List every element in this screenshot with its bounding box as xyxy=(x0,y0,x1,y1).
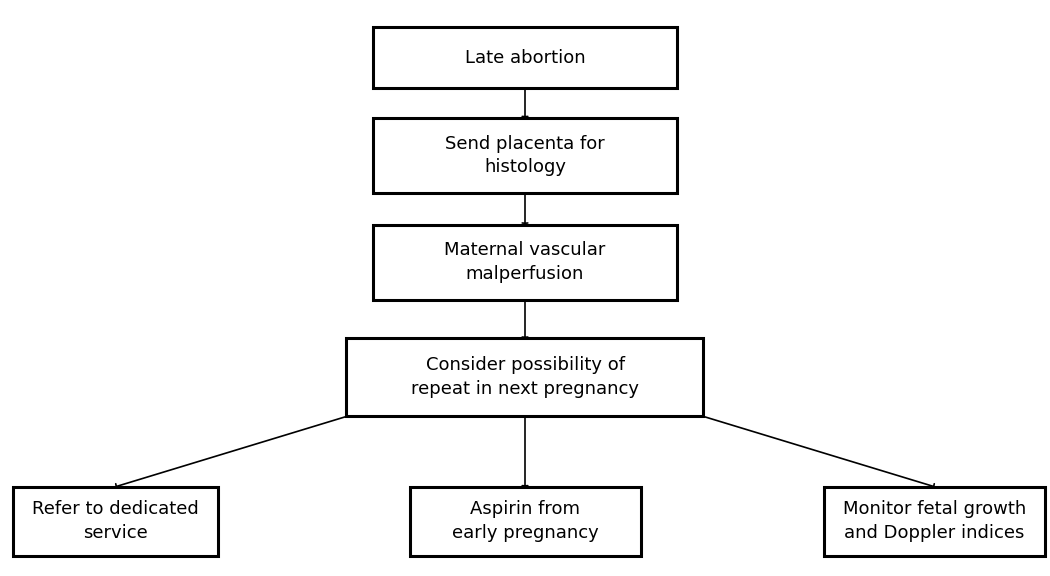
FancyBboxPatch shape xyxy=(13,487,218,556)
Text: Maternal vascular
malperfusion: Maternal vascular malperfusion xyxy=(444,241,606,283)
Text: Send placenta for
histology: Send placenta for histology xyxy=(445,135,605,176)
Text: Refer to dedicated
service: Refer to dedicated service xyxy=(33,501,198,542)
Text: Monitor fetal growth
and Doppler indices: Monitor fetal growth and Doppler indices xyxy=(843,501,1026,542)
FancyBboxPatch shape xyxy=(346,339,704,416)
FancyBboxPatch shape xyxy=(373,118,677,193)
FancyBboxPatch shape xyxy=(373,28,677,88)
Text: Late abortion: Late abortion xyxy=(465,48,585,67)
Text: Consider possibility of
repeat in next pregnancy: Consider possibility of repeat in next p… xyxy=(411,357,639,398)
Text: Aspirin from
early pregnancy: Aspirin from early pregnancy xyxy=(452,501,598,542)
FancyBboxPatch shape xyxy=(373,225,677,300)
FancyBboxPatch shape xyxy=(824,487,1045,556)
FancyBboxPatch shape xyxy=(410,487,640,556)
